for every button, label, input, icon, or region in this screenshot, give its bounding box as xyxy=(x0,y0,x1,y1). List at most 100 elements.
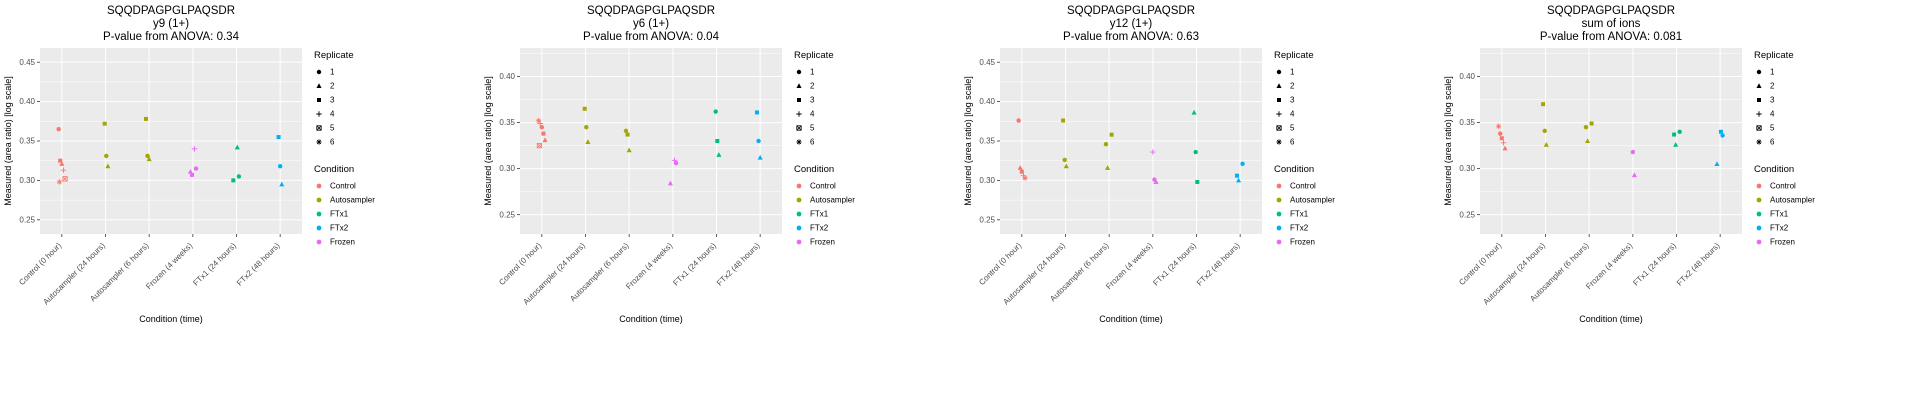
point-circle xyxy=(584,124,589,130)
svg-text:P-value from ANOVA: 0.04: P-value from ANOVA: 0.04 xyxy=(583,31,720,43)
point-square xyxy=(58,158,63,163)
point-square-cross xyxy=(316,125,322,131)
point-triangle xyxy=(187,169,193,174)
svg-text:2: 2 xyxy=(1770,82,1775,91)
point-asterisk xyxy=(1756,139,1762,145)
svg-text:Autosampler: Autosampler xyxy=(1770,196,1815,205)
legend: Replicate 1 2 3 4 5 6 Condition Control Autosampl… xyxy=(1754,50,1815,247)
gridlines xyxy=(1000,48,1262,234)
svg-text:0.35: 0.35 xyxy=(1459,118,1475,127)
point-circle xyxy=(1498,131,1503,136)
point-triangle xyxy=(316,83,322,89)
point-triangle xyxy=(542,137,548,143)
svg-text:Autosampler: Autosampler xyxy=(810,196,855,205)
svg-text:Frozen (4 weeks): Frozen (4 weeks) xyxy=(1104,241,1154,291)
svg-text:P-value from ANOVA: 0.081: P-value from ANOVA: 0.081 xyxy=(1540,31,1682,43)
svg-text:FTx1: FTx1 xyxy=(1290,210,1309,219)
point-circle xyxy=(1062,157,1067,163)
point-triangle xyxy=(1631,172,1637,178)
svg-text:6: 6 xyxy=(1770,138,1775,147)
legend-replicate-title: Replicate xyxy=(314,50,354,61)
point-triangle xyxy=(279,181,285,187)
svg-text:P-value from ANOVA: 0.34: P-value from ANOVA: 0.34 xyxy=(103,31,240,43)
y-axis-title: Measured (area ratio) [log scale] xyxy=(963,76,973,206)
svg-text:P-value from ANOVA: 0.63: P-value from ANOVA: 0.63 xyxy=(1063,31,1199,43)
point-asterisk xyxy=(1022,175,1028,181)
svg-text:1: 1 xyxy=(810,68,815,77)
x-axis: Control (0 hour)Autosampler (24 hours)Au… xyxy=(17,234,282,307)
point-circle xyxy=(1583,124,1589,130)
point-square xyxy=(541,131,546,136)
legend-replicate-title: Replicate xyxy=(1274,50,1314,61)
svg-text:1: 1 xyxy=(1770,68,1775,77)
svg-text:1: 1 xyxy=(330,68,335,77)
point-plus xyxy=(1150,149,1156,155)
svg-text:4: 4 xyxy=(1770,110,1775,119)
point-plus xyxy=(191,146,198,152)
data-points xyxy=(1495,102,1725,178)
point-triangle xyxy=(1543,141,1549,147)
svg-text:0.30: 0.30 xyxy=(1459,164,1475,173)
svg-text:0.30: 0.30 xyxy=(979,176,995,185)
point-circle xyxy=(1240,161,1245,167)
svg-text:0.30: 0.30 xyxy=(19,176,35,185)
panel-sum-of-ions: SQQDPAGPGLPAQSDR sum of ions P-value from … xyxy=(1440,0,1920,400)
svg-text:Control (0 hour): Control (0 hour) xyxy=(497,241,543,287)
point-triangle xyxy=(1673,141,1679,147)
point-square-cross xyxy=(1276,125,1282,131)
svg-text:0.30: 0.30 xyxy=(499,164,515,173)
svg-text:Frozen: Frozen xyxy=(1770,238,1795,247)
point-square xyxy=(1109,132,1114,137)
svg-text:y6 (1+): y6 (1+) xyxy=(633,18,669,30)
svg-text:4: 4 xyxy=(1290,110,1295,119)
point-triangle xyxy=(59,161,65,166)
svg-text:6: 6 xyxy=(330,138,335,147)
point-square xyxy=(231,178,236,183)
x-axis: Control (0 hour)Autosampler (24 hours)Au… xyxy=(977,234,1242,307)
svg-text:sum of ions: sum of ions xyxy=(1582,18,1641,30)
point-triangle xyxy=(1105,165,1111,170)
point-square-cross xyxy=(62,176,68,182)
point-asterisk xyxy=(56,179,63,185)
svg-text:y12 (1+): y12 (1+) xyxy=(1110,18,1153,30)
svg-text:4: 4 xyxy=(330,110,335,119)
x-axis: Control (0 hour)Autosampler (24 hours)Au… xyxy=(497,234,762,307)
svg-text:5: 5 xyxy=(330,124,335,133)
svg-text:FTx2: FTx2 xyxy=(1770,224,1789,233)
x-axis-title: Condition (time) xyxy=(619,314,683,324)
data-points xyxy=(1016,109,1245,185)
svg-text:0.35: 0.35 xyxy=(979,137,995,146)
point-circle xyxy=(539,124,545,130)
point-square xyxy=(1499,136,1504,141)
point-triangle xyxy=(1063,163,1069,169)
svg-text:FTx1 (24 hours): FTx1 (24 hours) xyxy=(671,241,718,288)
gridlines xyxy=(520,48,782,234)
svg-text:5: 5 xyxy=(1770,124,1775,133)
point-square xyxy=(715,139,720,143)
svg-text:0.45: 0.45 xyxy=(979,58,995,67)
svg-text:2: 2 xyxy=(1290,82,1295,91)
y-axis: 0.25 0.30 0.35 0.40 0.45 xyxy=(979,58,1000,224)
svg-text:FTx2 (48 hours): FTx2 (48 hours) xyxy=(1675,241,1722,288)
svg-text:0.40: 0.40 xyxy=(19,97,35,106)
point-circle xyxy=(673,160,679,166)
svg-text:FTx1 (24 hours): FTx1 (24 hours) xyxy=(1631,241,1678,288)
y-axis-title: Measured (area ratio) [log scale] xyxy=(483,76,493,206)
point-circle xyxy=(193,166,199,171)
data-points xyxy=(56,116,285,187)
point-square xyxy=(1757,98,1761,102)
svg-text:1: 1 xyxy=(1290,68,1295,77)
svg-text:Control: Control xyxy=(330,182,356,191)
svg-text:SQQDPAGPGLPAQSDR: SQQDPAGPGLPAQSDR xyxy=(107,5,235,17)
svg-text:0.40: 0.40 xyxy=(979,97,995,106)
svg-text:3: 3 xyxy=(1770,96,1775,105)
point-asterisk xyxy=(796,139,802,145)
point-square xyxy=(797,98,801,102)
svg-text:2: 2 xyxy=(810,82,815,91)
point-plus xyxy=(60,167,67,173)
